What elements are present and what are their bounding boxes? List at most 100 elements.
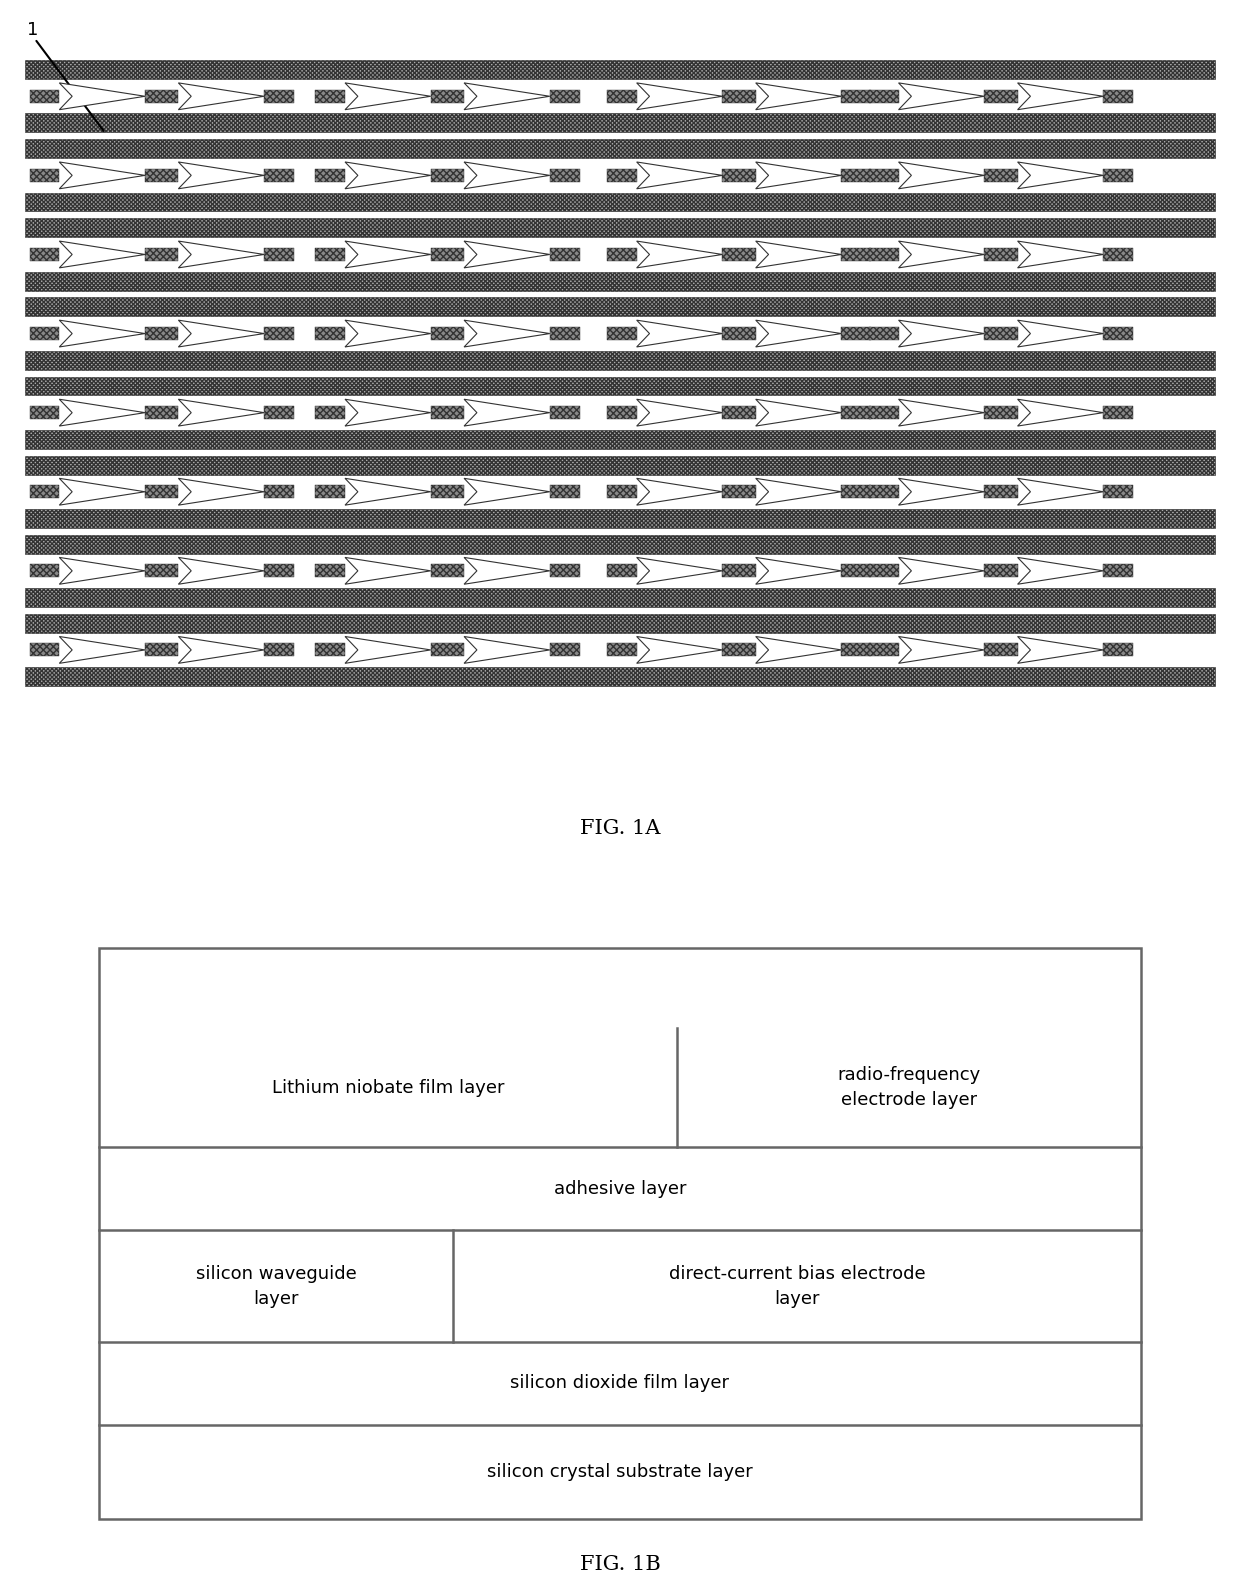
Bar: [315, 169, 345, 181]
Polygon shape: [179, 400, 264, 427]
Bar: [842, 89, 872, 103]
Bar: [723, 326, 755, 341]
Bar: [549, 326, 579, 341]
Bar: [25, 430, 1215, 449]
Bar: [549, 406, 579, 419]
Polygon shape: [755, 320, 842, 347]
Bar: [606, 643, 636, 656]
Polygon shape: [464, 162, 549, 189]
Bar: [25, 474, 1215, 509]
Bar: [430, 406, 464, 419]
Polygon shape: [179, 478, 264, 505]
Bar: [25, 272, 1215, 291]
Bar: [869, 248, 899, 261]
Polygon shape: [60, 557, 145, 584]
Polygon shape: [60, 83, 145, 110]
Bar: [30, 326, 60, 341]
Bar: [549, 643, 579, 656]
Polygon shape: [345, 320, 430, 347]
Bar: [842, 564, 872, 578]
Bar: [869, 643, 899, 656]
Polygon shape: [636, 240, 723, 267]
Bar: [985, 643, 1018, 656]
Bar: [842, 248, 872, 261]
Bar: [264, 169, 294, 181]
Bar: [315, 406, 345, 419]
Bar: [25, 139, 1215, 158]
Bar: [145, 564, 179, 578]
Bar: [264, 486, 294, 498]
Bar: [606, 564, 636, 578]
Bar: [25, 667, 1215, 686]
Bar: [25, 632, 1215, 667]
Bar: [264, 248, 294, 261]
Polygon shape: [345, 162, 430, 189]
Polygon shape: [755, 83, 842, 110]
Polygon shape: [464, 320, 549, 347]
Bar: [30, 89, 60, 103]
Bar: [549, 564, 579, 578]
Bar: [869, 564, 899, 578]
Polygon shape: [899, 478, 985, 505]
Polygon shape: [899, 320, 985, 347]
Bar: [723, 564, 755, 578]
Polygon shape: [60, 162, 145, 189]
Bar: [25, 377, 1215, 395]
Bar: [723, 486, 755, 498]
Bar: [723, 406, 755, 419]
Bar: [30, 486, 60, 498]
Bar: [869, 406, 899, 419]
Polygon shape: [464, 557, 549, 584]
Bar: [549, 169, 579, 181]
Polygon shape: [60, 320, 145, 347]
Text: silicon waveguide
layer: silicon waveguide layer: [196, 1264, 357, 1307]
Polygon shape: [636, 557, 723, 584]
Bar: [869, 89, 899, 103]
Polygon shape: [179, 162, 264, 189]
Polygon shape: [899, 162, 985, 189]
Text: silicon dioxide film layer: silicon dioxide film layer: [511, 1374, 729, 1391]
Bar: [842, 643, 872, 656]
Bar: [723, 169, 755, 181]
Text: direct-current bias electrode
layer: direct-current bias electrode layer: [668, 1264, 925, 1307]
Bar: [842, 406, 872, 419]
Polygon shape: [179, 320, 264, 347]
Bar: [723, 643, 755, 656]
Bar: [985, 248, 1018, 261]
Polygon shape: [755, 557, 842, 584]
Text: radio-frequency
electrode layer: radio-frequency electrode layer: [837, 1067, 981, 1110]
Bar: [1104, 326, 1133, 341]
Bar: [30, 248, 60, 261]
Bar: [145, 248, 179, 261]
Bar: [264, 564, 294, 578]
Bar: [606, 486, 636, 498]
Bar: [25, 587, 1215, 607]
Polygon shape: [345, 240, 430, 267]
Bar: [1104, 564, 1133, 578]
Text: Lithium niobate film layer: Lithium niobate film layer: [272, 1078, 505, 1097]
Bar: [264, 326, 294, 341]
Bar: [985, 564, 1018, 578]
Polygon shape: [60, 637, 145, 664]
Bar: [99, 947, 1141, 1519]
Bar: [842, 326, 872, 341]
Text: FIG. 1B: FIG. 1B: [579, 1555, 661, 1573]
Polygon shape: [464, 83, 549, 110]
Bar: [1104, 248, 1133, 261]
Bar: [1104, 169, 1133, 181]
Bar: [264, 89, 294, 103]
Bar: [25, 193, 1215, 212]
Bar: [25, 317, 1215, 350]
Bar: [25, 298, 1215, 317]
Bar: [985, 326, 1018, 341]
Bar: [869, 326, 899, 341]
Text: silicon crystal substrate layer: silicon crystal substrate layer: [487, 1463, 753, 1481]
Polygon shape: [345, 400, 430, 427]
Bar: [25, 237, 1215, 272]
Polygon shape: [179, 83, 264, 110]
Polygon shape: [345, 478, 430, 505]
Bar: [723, 89, 755, 103]
Polygon shape: [179, 240, 264, 267]
Polygon shape: [464, 478, 549, 505]
Bar: [25, 455, 1215, 474]
